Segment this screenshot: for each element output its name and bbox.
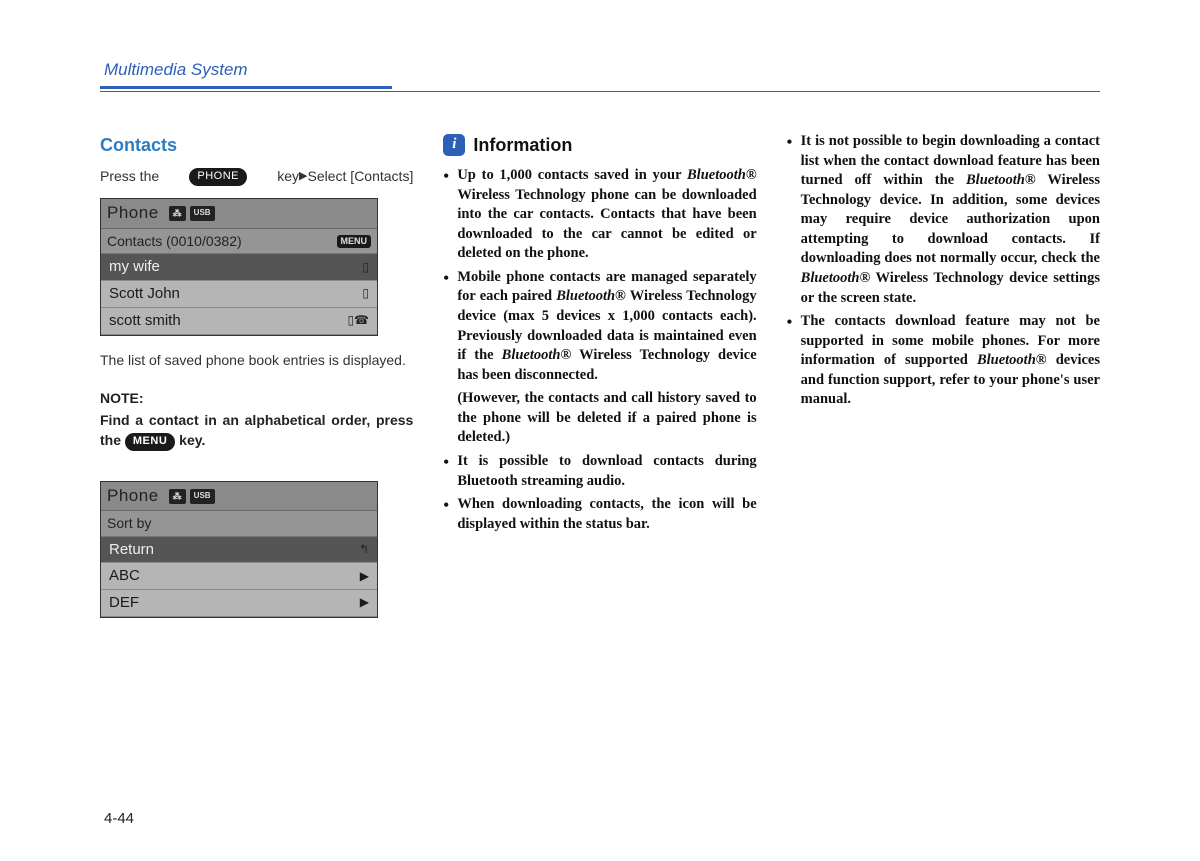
ds2-row1-label: ABC xyxy=(109,565,140,587)
ds1-subheader: Contacts (0010/0382) MENU xyxy=(101,229,377,254)
ds2-header: Phone ⁂ USB xyxy=(101,482,377,512)
column-2: i Information Up to 1,000 contacts saved… xyxy=(443,132,756,632)
note-body: Find a contact in an alphabetical order,… xyxy=(100,410,413,451)
ds1-status-icons: ⁂ USB xyxy=(169,206,215,221)
information-title: Information xyxy=(473,132,572,158)
note-body-b: key. xyxy=(175,432,205,448)
header-rule-thin xyxy=(100,91,1100,92)
ds2-header-label: Phone xyxy=(107,484,159,509)
info-bullet-3: When downloading contacts, the icon will… xyxy=(443,495,756,534)
caption-1: The list of saved phone book entries is … xyxy=(100,350,413,370)
ds1-row1-label: Scott John xyxy=(109,283,180,305)
bt-icon: ⁂ xyxy=(169,489,186,504)
phone-key-badge: PHONE xyxy=(189,168,247,186)
press-text-c: Select [Contacts] xyxy=(308,168,414,184)
ds2-subheader: Sort by xyxy=(101,511,377,536)
content-columns: Contacts Press the PHONE key▶Select [Con… xyxy=(100,132,1100,632)
ds1-row2-label: scott smith xyxy=(109,310,181,332)
bt-icon: ⁂ xyxy=(169,206,186,221)
press-text-a: Press the xyxy=(100,168,159,184)
caret-right-icon: ▶ xyxy=(360,594,369,611)
column-3: It is not possible to begin downloading … xyxy=(787,132,1100,632)
info-bullet-4: It is not possible to begin downloading … xyxy=(787,132,1100,308)
usb-icon: USB xyxy=(190,489,215,504)
ds1-header: Phone ⁂ USB xyxy=(101,199,377,229)
contacts-heading: Contacts xyxy=(100,132,413,158)
usb-icon: USB xyxy=(190,206,215,221)
press-text-b: key xyxy=(277,168,299,184)
ds1-row-2: scott smith ▯☎ xyxy=(101,308,377,335)
device-screenshot-contacts: Phone ⁂ USB Contacts (0010/0382) MENU my… xyxy=(100,198,378,335)
info-bullet-2: It is possible to download contacts duri… xyxy=(443,452,756,491)
ds1-header-label: Phone xyxy=(107,201,159,226)
ds2-row-2: DEF ▶ xyxy=(101,590,377,617)
info-bullets-1: Up to 1,000 contacts saved in your Bluet… xyxy=(443,166,756,385)
ds2-list: Return ↰ ABC ▶ DEF ▶ xyxy=(101,537,377,617)
ds2-row-1: ABC ▶ xyxy=(101,563,377,590)
back-icon: ↰ xyxy=(359,541,369,558)
menu-key-badge: MENU xyxy=(125,433,175,451)
phone-icon: ▯ xyxy=(362,259,369,276)
press-instruction: Press the PHONE key▶Select [Contacts] xyxy=(100,166,413,186)
ds1-row-0: my wife ▯ xyxy=(101,254,377,281)
ds1-sub-label: Contacts (0010/0382) xyxy=(107,231,242,251)
page-number: 4-44 xyxy=(104,810,134,827)
note-heading: NOTE: xyxy=(100,388,413,408)
info-bullets-3: It is not possible to begin downloading … xyxy=(787,132,1100,410)
info-bullet-1: Mobile phone contacts are managed separa… xyxy=(443,268,756,385)
triangle-right-icon: ▶ xyxy=(299,169,307,185)
page-header: Multimedia System xyxy=(100,60,1100,92)
chapter-title: Multimedia System xyxy=(104,60,1100,80)
column-1: Contacts Press the PHONE key▶Select [Con… xyxy=(100,132,413,632)
ds1-row0-label: my wife xyxy=(109,256,160,278)
device-screenshot-sort: Phone ⁂ USB Sort by Return ↰ ABC ▶ xyxy=(100,481,378,618)
info-subnote: (However, the contacts and call history … xyxy=(443,389,756,448)
ds2-row-0: Return ↰ xyxy=(101,537,377,564)
ds2-row2-label: DEF xyxy=(109,592,139,614)
header-rule-thick xyxy=(100,86,392,89)
ds2-row0-label: Return xyxy=(109,539,154,561)
phone-icon: ▯ xyxy=(362,285,369,302)
ds2-sub-label: Sort by xyxy=(107,513,151,533)
information-heading: i Information xyxy=(443,132,756,158)
info-bullets-2: It is possible to download contacts duri… xyxy=(443,452,756,534)
info-icon: i xyxy=(443,134,465,156)
ds1-list: my wife ▯ Scott John ▯ scott smith ▯☎ xyxy=(101,254,377,334)
info-bullet-5: The contacts download feature may not be… xyxy=(787,312,1100,410)
phone-icon: ▯☎ xyxy=(347,312,369,329)
ds2-status-icons: ⁂ USB xyxy=(169,489,215,504)
ds1-row-1: Scott John ▯ xyxy=(101,281,377,308)
ds1-menu-badge: MENU xyxy=(337,235,372,248)
info-bullet-0: Up to 1,000 contacts saved in your Bluet… xyxy=(443,166,756,264)
caret-right-icon: ▶ xyxy=(360,568,369,585)
